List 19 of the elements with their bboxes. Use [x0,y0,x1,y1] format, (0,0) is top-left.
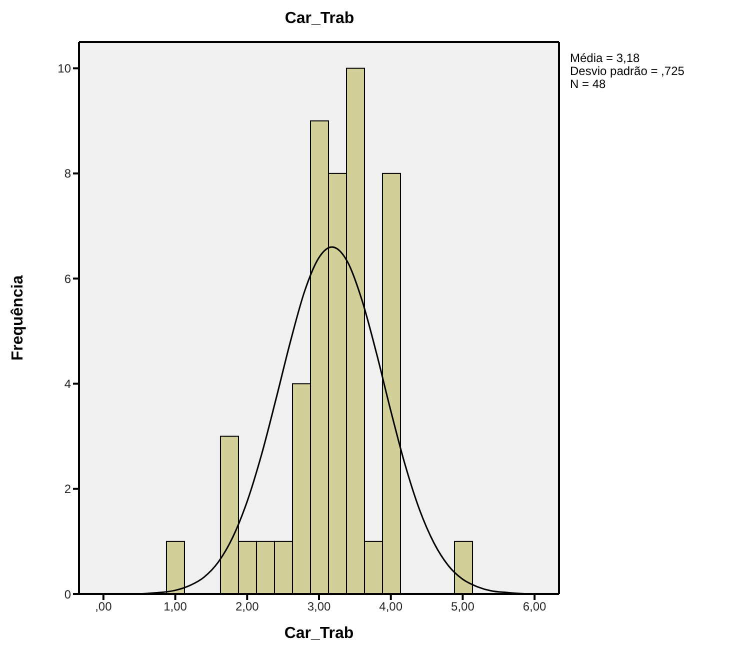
y-tick-label: 8 [64,166,72,181]
y-tick-label: 0 [64,587,72,602]
x-tick-label: 3,00 [307,600,331,614]
y-tick-label: 6 [64,272,72,286]
y-tick-label: 4 [64,376,72,391]
x-tick-label: 1,00 [164,600,188,614]
text: N = 48 [570,77,607,91]
y-tick-label: 10 [58,62,72,76]
x-axis-title: Car_Trab [284,625,354,642]
x-tick-label: 4,00 [379,600,403,614]
y-axis-title: Frequência [10,275,27,361]
y-tick-label: 2 [64,482,72,496]
x-tick-label: 5,00 [451,600,475,614]
text: Média = 3,18 [570,51,641,65]
chart-title: Car_Trab [284,10,356,28]
text: Desvio padrão = ,725 [570,64,684,78]
x-tick-label: 2,00 [235,600,260,614]
x-tick-label: 6,00 [522,600,547,614]
x-tick-label: ,00 [95,600,112,614]
